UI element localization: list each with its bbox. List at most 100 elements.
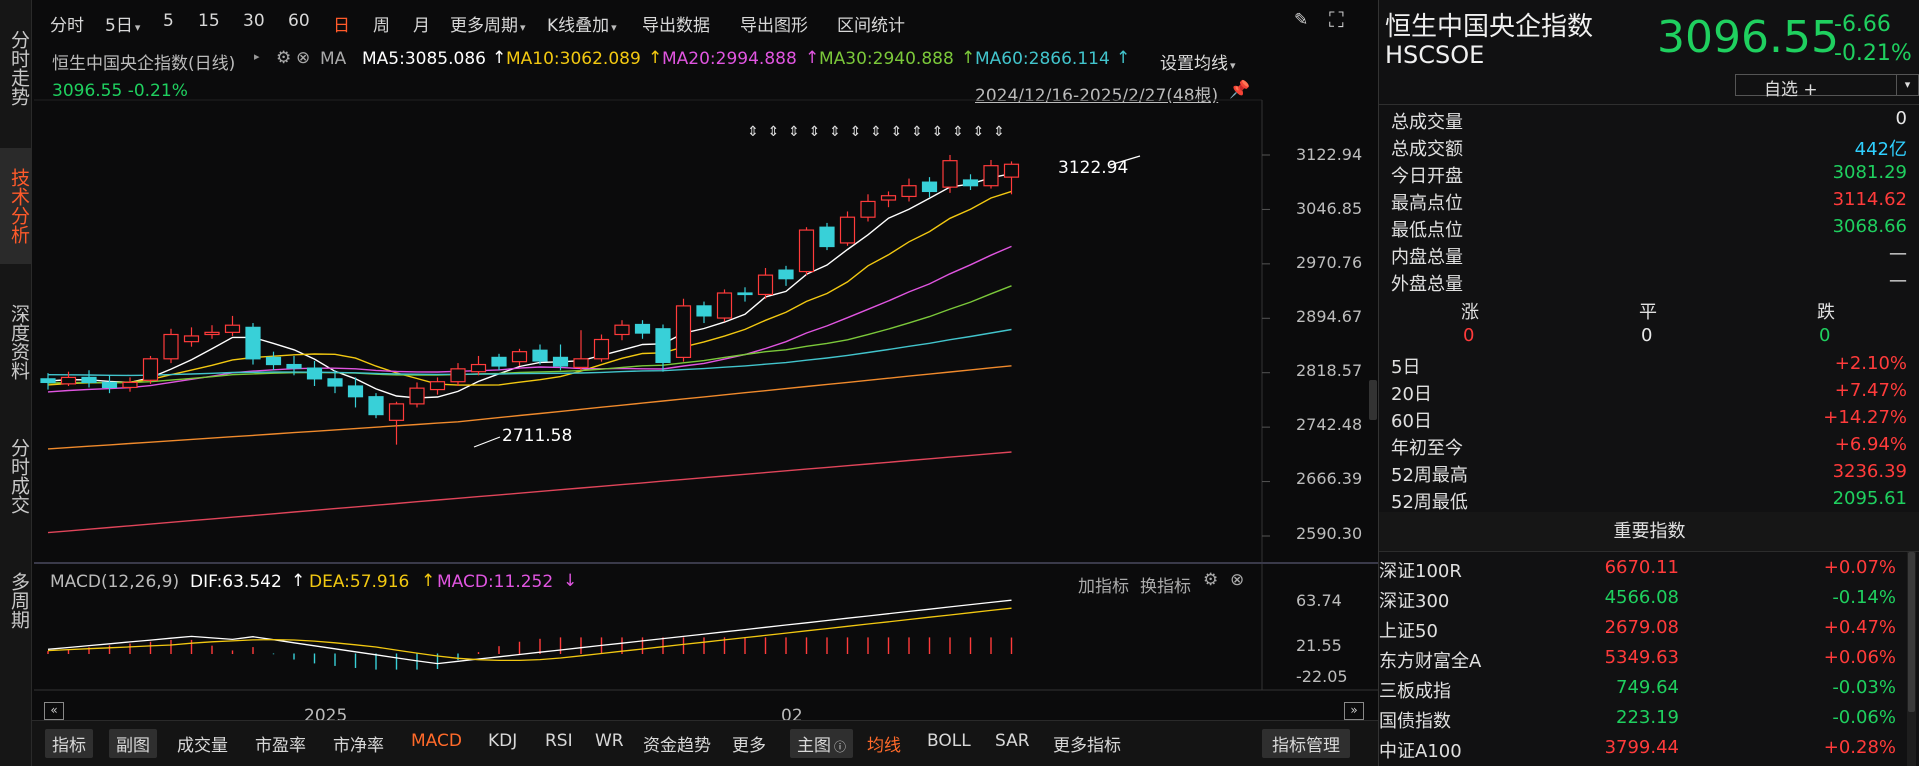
help-icon: ⓘ [834, 740, 847, 754]
period-day[interactable]: 日 [333, 16, 350, 36]
indicator-wr[interactable]: WR [595, 731, 624, 751]
export-data-button[interactable]: 导出数据 [642, 16, 710, 36]
close-icon[interactable]: ⊗ [296, 48, 311, 68]
price-tick: 3122.94 [1296, 145, 1363, 164]
draw-pen-icon[interactable]: ✎ [1294, 10, 1309, 30]
set-ma-dropdown[interactable]: 设置均线 ▾ [1160, 54, 1236, 74]
last-price: 3096.55 [1657, 12, 1839, 63]
period-60min[interactable]: 60 [288, 11, 310, 31]
instrument-name: 恒生中国央企指数 [1385, 12, 1594, 42]
arrow-up-icon: ↑ [1116, 48, 1131, 68]
stat-row: 最高点位 3114.62 [1391, 189, 1907, 216]
index-name: 国债指数 [1379, 711, 1451, 732]
index-value: 4566.08 [1604, 587, 1679, 608]
indicator-tab[interactable]: 指标 [45, 729, 93, 758]
chevron-down-icon: ▾ [134, 21, 141, 34]
indicator-more[interactable]: 更多 [732, 736, 766, 756]
period-label: 5日 [1391, 357, 1421, 378]
candle-up [409, 387, 425, 405]
event-marker-icon: ⇕ [829, 124, 841, 140]
event-marker-icon: ⇕ [993, 124, 1005, 140]
date-range-link[interactable]: 2024/12/16-2025/2/27(48根) [975, 86, 1219, 106]
indicator-pe[interactable]: 市盈率 [255, 736, 306, 756]
candle-up [450, 368, 466, 383]
scroll-right-icon[interactable]: » [1344, 702, 1364, 720]
indices-scrollbar-thumb[interactable] [1908, 552, 1915, 712]
period-value: +14.27% [1823, 407, 1907, 428]
index-row[interactable]: 国债指数 223.19 -0.06% [1379, 703, 1904, 733]
index-row[interactable]: 三板成指 749.64 -0.03% [1379, 673, 1904, 703]
index-row[interactable]: 东方财富全A 5349.63 +0.06% [1379, 643, 1904, 673]
indicator-rsi[interactable]: RSI [545, 731, 573, 751]
indices-scrollbar[interactable] [1907, 552, 1916, 766]
export-image-button[interactable]: 导出图形 [740, 16, 808, 36]
index-value: 3799.44 [1604, 737, 1679, 758]
add-indicator-button[interactable]: 加指标 [1078, 577, 1129, 597]
panel-resize-handle[interactable] [1369, 380, 1377, 420]
period-row: 52周最低 2095.61 [1391, 488, 1907, 515]
candle-down [101, 381, 118, 389]
indicator-fund-trend[interactable]: 资金趋势 [643, 736, 711, 756]
event-marker-icon: ⇕ [911, 124, 923, 140]
indicator-macd[interactable]: MACD [411, 731, 462, 751]
index-row[interactable]: 深证100R 6670.11 +0.07% [1379, 553, 1904, 583]
stat-label: 最低点位 [1391, 220, 1463, 241]
period-30min[interactable]: 30 [243, 11, 265, 31]
chart-marks: ⇕ ⇕ ⇕ ⇕ ⇕ ⇕ ⇕ ⇕ ⇕ ⇕ ⇕ ⇕ ⇕ [473, 124, 1141, 448]
settings-gear-icon[interactable]: ⚙ [276, 48, 292, 68]
stat-row: 内盘总量 — [1391, 243, 1907, 270]
event-marker-icon: ⇕ [973, 124, 985, 140]
index-row[interactable]: 上证50 2679.08 +0.47% [1379, 613, 1904, 643]
price-change: -6.66 [1834, 12, 1891, 37]
stat-value: — [1889, 270, 1907, 291]
close-icon[interactable]: ⊗ [1230, 570, 1245, 590]
settings-gear-icon[interactable]: ⚙ [1203, 570, 1219, 590]
nav-time-trend[interactable]: 分时走势 [8, 30, 30, 106]
fullscreen-icon[interactable]: ⛶ [1329, 8, 1344, 32]
period-5day[interactable]: 5日 ▾ [105, 16, 141, 36]
kline-overlay-dropdown[interactable]: K线叠加 ▾ [547, 16, 617, 36]
indicator-pb[interactable]: 市净率 [333, 736, 384, 756]
nav-technical-analysis[interactable]: 技术分析 [0, 148, 32, 264]
period-time[interactable]: 分时 [50, 16, 84, 36]
more-indicators[interactable]: 更多指标 [1053, 736, 1121, 756]
add-watchlist-button[interactable]: 自选 + ▾ [1735, 74, 1919, 100]
indicator-volume[interactable]: 成交量 [177, 736, 228, 756]
candle-down [327, 378, 343, 387]
main-chart-tab[interactable]: 主图 ⓘ [790, 729, 854, 758]
nav-multi-period[interactable]: 多周期 [8, 571, 30, 629]
period-week[interactable]: 周 [373, 16, 390, 36]
indicator-sar[interactable]: SAR [995, 731, 1030, 751]
chevron-down-icon[interactable]: ▾ [1896, 75, 1918, 95]
candle-down [655, 328, 671, 363]
nav-depth-info[interactable]: 深度资料 [8, 304, 30, 380]
subchart-tab[interactable]: 副图 [109, 729, 157, 758]
price-tick: 2894.67 [1296, 307, 1363, 326]
candle-down [40, 378, 56, 384]
index-row[interactable]: 深证300 4566.08 -0.14% [1379, 583, 1904, 613]
breadth-flat-label: 平 [1639, 302, 1657, 323]
range-stats-button[interactable]: 区间统计 [837, 16, 905, 36]
period-value: +7.47% [1834, 380, 1907, 401]
indicator-manage-button[interactable]: 指标管理 [1262, 729, 1350, 758]
indicator-boll[interactable]: BOLL [927, 731, 971, 751]
period-15min[interactable]: 15 [198, 11, 220, 31]
indicator-ma[interactable]: 均线 [867, 736, 901, 756]
period-row: 年初至今 +6.94% [1391, 434, 1907, 461]
index-row[interactable]: 中证A100 3799.44 +0.28% [1379, 733, 1904, 763]
indicator-kdj[interactable]: KDJ [488, 731, 518, 751]
pin-icon[interactable]: 📌 [1229, 80, 1251, 100]
macd-tick: 21.55 [1296, 636, 1342, 655]
period-5min[interactable]: 5 [163, 11, 174, 31]
switch-indicator-button[interactable]: 换指标 [1140, 577, 1191, 597]
event-marker-icon: ⇕ [788, 124, 800, 140]
candle-down [368, 396, 384, 416]
event-marker-icon: ⇕ [891, 124, 903, 140]
period-month[interactable]: 月 [413, 16, 430, 36]
scroll-left-icon[interactable]: « [44, 702, 64, 720]
more-periods-dropdown[interactable]: 更多周期 ▾ [450, 16, 526, 36]
nav-time-deals[interactable]: 分时成交 [8, 438, 30, 514]
candle-up [142, 358, 159, 381]
kline-chart[interactable]: ⇕ ⇕ ⇕ ⇕ ⇕ ⇕ ⇕ ⇕ ⇕ ⇕ ⇕ ⇕ ⇕ [0, 0, 1378, 766]
ma10-value: MA10:3062.089 [506, 49, 641, 69]
